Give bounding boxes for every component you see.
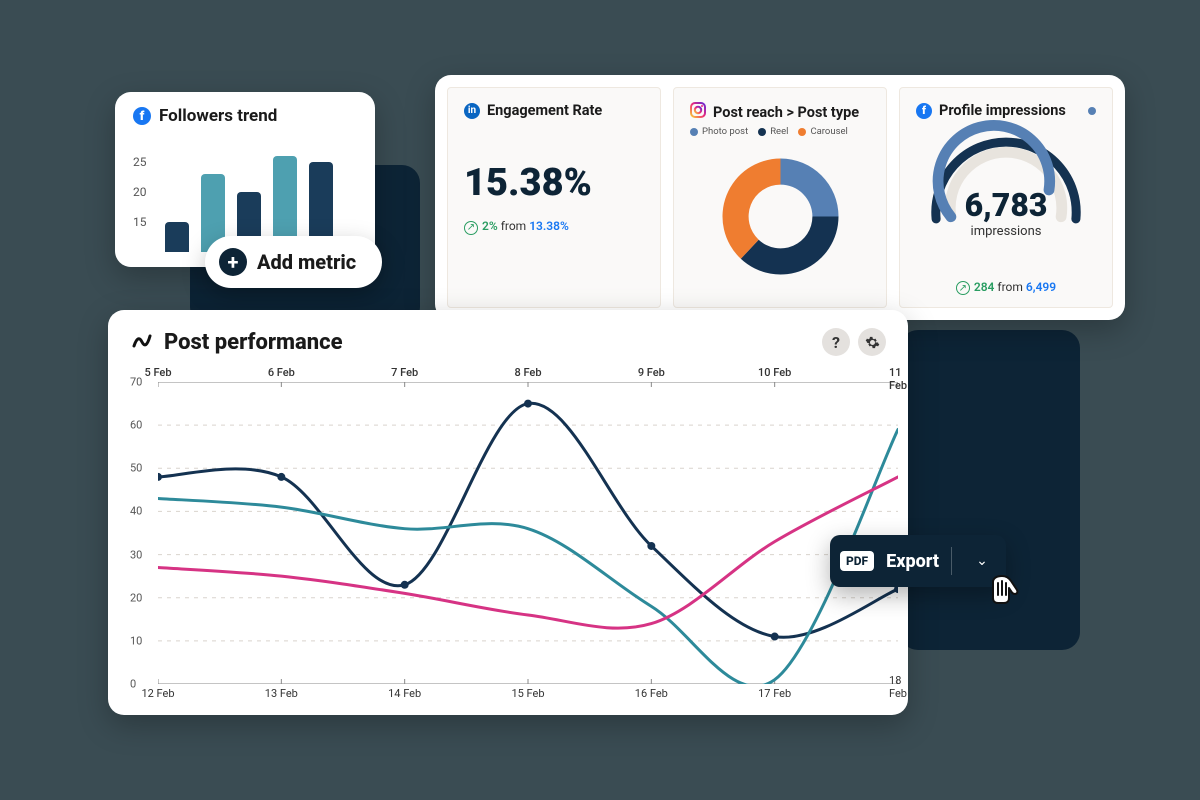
y-tick: 20 — [130, 591, 142, 604]
series-line — [158, 429, 898, 684]
legend-item: Carousel — [798, 126, 847, 137]
card-title: Post performance — [164, 330, 343, 355]
y-tick: 60 — [130, 419, 142, 432]
facebook-icon: f — [133, 107, 151, 125]
facebook-icon: f — [916, 103, 932, 119]
y-tick: 30 — [130, 548, 142, 561]
y-tick: 15 — [133, 215, 147, 229]
series-marker — [277, 473, 285, 481]
status-dot — [1088, 107, 1096, 115]
bar — [165, 222, 189, 252]
export-button[interactable]: PDF Export ⌄ — [830, 535, 1006, 587]
pdf-badge: PDF — [840, 551, 874, 571]
kpi-title: Engagement Rate — [487, 102, 602, 119]
series-line — [158, 403, 898, 637]
series-marker — [401, 581, 409, 589]
plus-icon: + — [219, 248, 247, 276]
kpi-row-card: in Engagement Rate 15.38% ↗2% from 13.38… — [435, 75, 1125, 320]
reach-donut — [708, 144, 853, 289]
x-tick-bottom: 15 Feb — [511, 687, 544, 700]
export-label: Export — [886, 551, 939, 572]
x-tick-top: 7 Feb — [391, 366, 418, 379]
legend-item: Photo post — [690, 126, 748, 137]
donut-slice — [722, 158, 780, 258]
legend-item: Reel — [758, 126, 788, 137]
chevron-down-icon[interactable]: ⌄ — [964, 553, 1000, 569]
x-tick-top: 10 Feb — [758, 366, 791, 379]
divider — [951, 547, 952, 575]
settings-button[interactable] — [858, 328, 886, 356]
y-tick: 40 — [130, 505, 142, 518]
x-tick-top: 11 Feb — [889, 366, 907, 392]
x-tick-top: 6 Feb — [268, 366, 295, 379]
arrow-up-icon: ↗ — [464, 221, 478, 235]
cursor-icon — [988, 568, 1030, 610]
y-tick: 0 — [130, 678, 136, 691]
x-tick-top: 5 Feb — [144, 366, 171, 379]
series-marker — [771, 633, 779, 641]
kpi-value: 6,783 — [965, 186, 1048, 224]
series-marker — [647, 542, 655, 550]
help-button[interactable]: ? — [822, 328, 850, 356]
donut-slice — [740, 216, 838, 274]
arrow-up-icon: ↗ — [956, 281, 970, 295]
series-marker — [524, 400, 532, 408]
kpi-reach: Post reach > Post type Photo post Reel Car… — [673, 87, 887, 308]
x-tick-bottom: 17 Feb — [758, 687, 791, 700]
reach-legend: Photo post Reel Carousel — [690, 126, 870, 137]
x-tick-top: 9 Feb — [638, 366, 665, 379]
donut-slice — [780, 158, 838, 216]
x-tick-bottom: 16 Feb — [635, 687, 668, 700]
y-tick: 50 — [130, 462, 142, 475]
y-tick: 10 — [130, 634, 142, 647]
y-tick: 25 — [133, 155, 147, 169]
kpi-title: Profile impressions — [939, 102, 1066, 119]
followers-bar-chart: 15 20 25 — [133, 132, 357, 252]
kpi-delta: ↗2% from 13.38% — [464, 219, 644, 235]
y-tick: 70 — [130, 376, 142, 389]
performance-svg — [158, 382, 898, 684]
add-metric-button[interactable]: + Add metric — [205, 236, 382, 288]
kpi-title: Post reach > Post type — [713, 104, 859, 121]
linkedin-icon: in — [464, 103, 480, 119]
y-tick: 20 — [133, 185, 147, 199]
kpi-impressions: f Profile impressions 6,783 impressions … — [899, 87, 1113, 308]
gear-icon — [865, 335, 880, 350]
add-metric-label: Add metric — [257, 250, 356, 274]
series-marker — [158, 473, 162, 481]
x-tick-bottom: 12 Feb — [141, 687, 174, 700]
instagram-icon — [690, 102, 706, 122]
x-tick-top: 8 Feb — [514, 366, 541, 379]
post-performance-card: Post performance ? 0 10 20 30 40 50 60 705 Feb 6… — [108, 310, 908, 715]
kpi-unit: impressions — [971, 224, 1042, 239]
kpi-engagement: in Engagement Rate 15.38% ↗2% from 13.38… — [447, 87, 661, 308]
x-tick-bottom: 18 Feb — [889, 674, 907, 700]
x-tick-bottom: 13 Feb — [265, 687, 298, 700]
kpi-value: 15.38% — [464, 161, 644, 205]
card-title: Followers trend — [159, 106, 277, 126]
performance-icon — [130, 328, 154, 356]
series-line — [158, 477, 898, 628]
x-tick-bottom: 14 Feb — [388, 687, 421, 700]
performance-line-chart: 0 10 20 30 40 50 60 705 Feb 6 Feb 7 Feb 8 Feb 9 Feb… — [130, 368, 886, 698]
kpi-delta: ↗284 from 6,499 — [916, 280, 1096, 296]
